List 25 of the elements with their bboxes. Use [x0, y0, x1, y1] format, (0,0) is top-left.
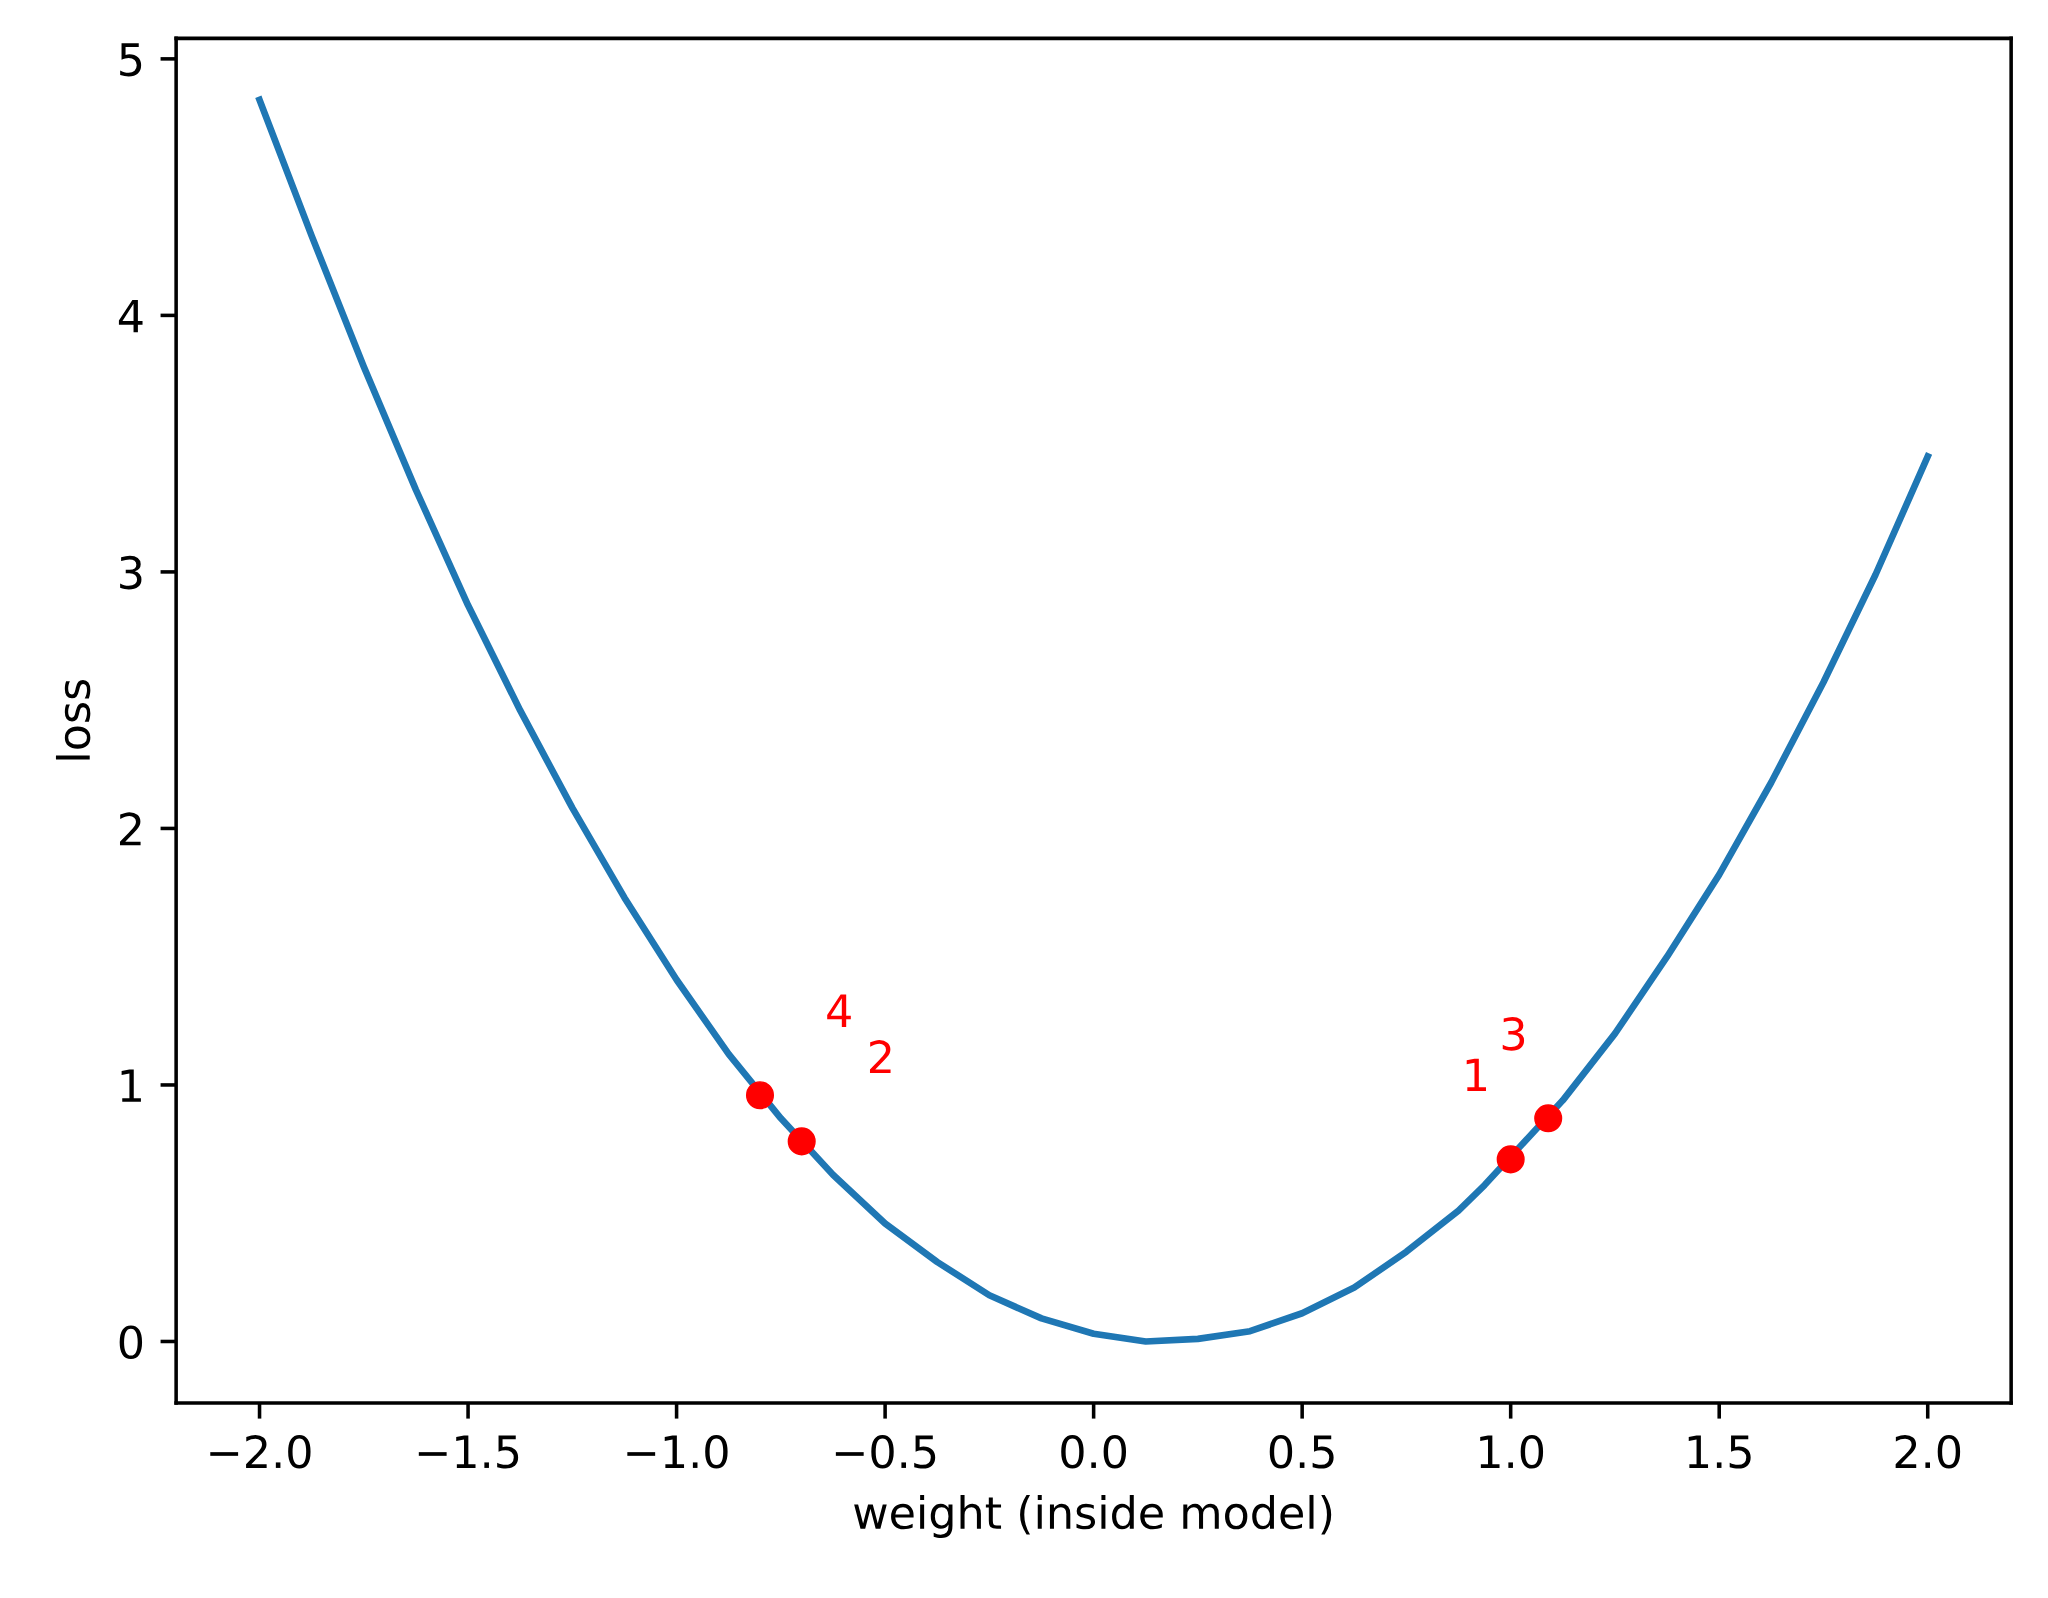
x-tick-label: 0.0	[1061, 1434, 1127, 1469]
point	[1496, 1145, 1525, 1174]
point	[745, 1081, 775, 1110]
x-tick-label: 1.0	[1480, 1434, 1544, 1469]
point	[787, 1127, 816, 1156]
y-tick-label: 0	[119, 1325, 143, 1359]
y-tick-label: 3	[120, 555, 142, 590]
x-tick-label: −0.5	[835, 1434, 936, 1469]
x-tick-label: −2.0	[210, 1434, 311, 1469]
x-axis-title: weight (inside model)	[854, 1494, 1332, 1538]
y-tick-label: 4	[118, 299, 143, 333]
x-tick-label: −1.0	[627, 1434, 728, 1469]
point	[1534, 1104, 1563, 1133]
x-tick-label: −1.5	[418, 1435, 519, 1469]
y-tick-label: 1	[121, 1069, 141, 1102]
annotation: 2	[869, 1040, 891, 1074]
x-tick-label: 2.0	[1895, 1434, 1961, 1469]
x-tick-label: 1.5	[1688, 1435, 1751, 1469]
y-tick-label: 5	[120, 43, 142, 77]
annotation: 1	[1466, 1058, 1486, 1092]
annotation: 3	[1502, 1017, 1525, 1051]
y-axis-title: loss	[55, 679, 91, 760]
x-tick-label: 0.5	[1269, 1434, 1334, 1469]
y-tick-label: 2	[120, 812, 141, 846]
annotation: 4	[827, 994, 851, 1027]
